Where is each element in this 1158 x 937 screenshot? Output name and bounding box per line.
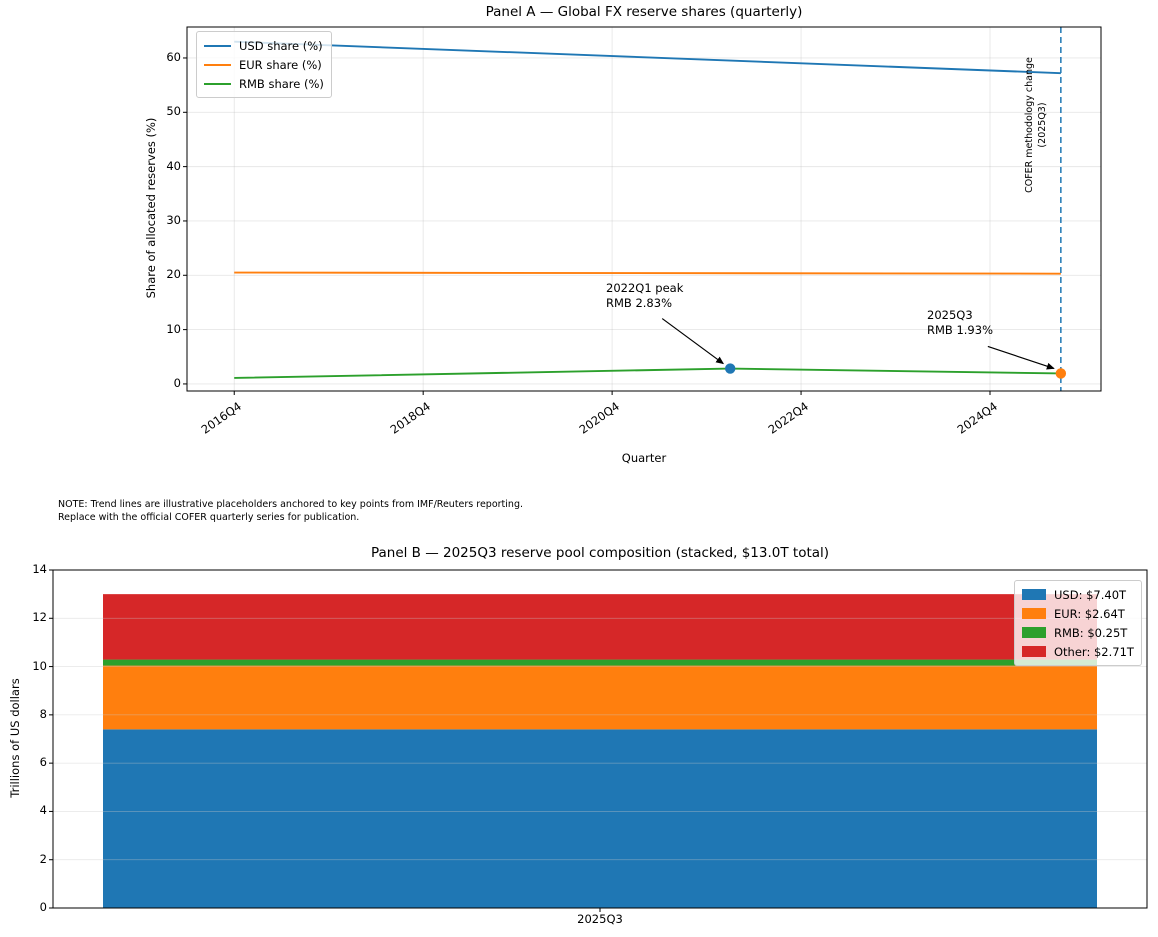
annotation-line: RMB 2.83% <box>606 295 672 310</box>
legend-label: Other: $2.71T <box>1054 644 1134 659</box>
panel-b-ytick-label: 10 <box>32 658 47 673</box>
legend-line-swatch <box>204 82 231 85</box>
annotation-arrow <box>661 318 725 365</box>
legend-patch-swatch <box>1022 646 1046 657</box>
legend-item: USD share (%) <box>204 36 324 55</box>
legend-label: USD: $7.40T <box>1054 587 1127 602</box>
bar-segment <box>103 729 1097 908</box>
legend-label: USD share (%) <box>239 38 323 53</box>
legend-line-swatch <box>204 44 231 47</box>
legend-patch-swatch <box>1022 627 1046 638</box>
series-line <box>234 367 1061 379</box>
axes-frame <box>186 26 1102 392</box>
panel-b-ytick-label: 14 <box>32 562 47 576</box>
panel-b-xtick-label: 2025Q3 <box>577 912 623 926</box>
legend-item: EUR: $2.64T <box>1022 604 1134 623</box>
legend-item: RMB: $0.25T <box>1022 623 1134 642</box>
vline-label-line: COFER methodology change <box>1024 57 1035 193</box>
annotation-line: 2022Q1 peak <box>606 281 684 295</box>
panel-b-title: Panel B — 2025Q3 reserve pool compositio… <box>370 545 830 561</box>
panel-b-ytick-label: 12 <box>32 610 47 625</box>
panel-b-ytick-label: 0 <box>39 900 47 914</box>
annotation-2025q3: 2025Q3 RMB 1.93% <box>927 308 993 337</box>
panel-a-plot <box>183 26 1102 395</box>
panel-a-ytick-label: 50 <box>166 104 181 119</box>
bar-segment <box>103 665 1097 730</box>
note-line-1: NOTE: Trend lines are illustrative place… <box>58 499 523 510</box>
series-line <box>234 271 1061 275</box>
legend-label: RMB: $0.25T <box>1054 625 1128 640</box>
note-line-2: Replace with the official COFER quarterl… <box>58 511 360 523</box>
panel-a-title: Panel A — Global FX reserve shares (quar… <box>485 4 803 20</box>
panel-a: Panel A — Global FX reserve shares (quar… <box>144 4 1102 465</box>
bar-segment <box>103 594 1097 660</box>
panel-a-ylabel: Share of allocated reserves (%) <box>144 117 158 299</box>
legend-label: RMB share (%) <box>239 76 324 91</box>
panel-b: Panel B — 2025Q3 reserve pool compositio… <box>0 540 1158 937</box>
bar-segment <box>103 659 1097 666</box>
data-point-marker <box>725 363 736 374</box>
panel-a-ytick-label: 10 <box>166 321 181 336</box>
panel-b-legend: USD: $7.40T EUR: $2.64T RMB: $0.25T Other: … <box>1014 580 1142 666</box>
annotation-2022q1-peak: 2022Q1 peak RMB 2.83% <box>606 281 683 310</box>
panel-a-ytick-label: 60 <box>166 49 181 64</box>
note-text: NOTE: Trend lines are illustrative place… <box>58 499 523 524</box>
cofer-vline-label: COFER methodology change (2025Q3) <box>1023 35 1049 215</box>
legend-item: RMB share (%) <box>204 74 324 93</box>
annotation-arrow <box>987 345 1055 370</box>
data-point-marker <box>1055 368 1067 379</box>
legend-line-swatch <box>204 63 231 66</box>
panel-b-ytick-label: 4 <box>39 803 47 818</box>
annotation-line: RMB 1.93% <box>927 322 993 337</box>
legend-label: EUR: $2.64T <box>1054 606 1125 621</box>
panel-b-ytick-label: 2 <box>39 851 47 866</box>
panel-a-ytick-label: 20 <box>166 267 181 282</box>
panel-a-ytick-label: 40 <box>166 158 181 173</box>
annotation-line: 2025Q3 <box>927 308 973 322</box>
panel-a-xlabel: Quarter <box>621 451 667 465</box>
panel-b-ytick-label: 8 <box>39 706 47 721</box>
legend-item: USD: $7.40T <box>1022 585 1134 604</box>
panel-a-ytick-label: 30 <box>166 212 181 227</box>
legend-item: EUR share (%) <box>204 55 324 74</box>
legend-item: Other: $2.71T <box>1022 642 1134 661</box>
legend-label: EUR share (%) <box>239 57 322 72</box>
panel-a-legend: USD share (%) EUR share (%) RMB share (%) <box>196 31 332 98</box>
panel-a-ytick-label: 0 <box>173 375 181 390</box>
panel-b-plot <box>49 569 1148 912</box>
vline-label-line: (2025Q3) <box>1037 102 1048 148</box>
legend-patch-swatch <box>1022 589 1046 600</box>
legend-patch-swatch <box>1022 608 1046 619</box>
panel-b-ytick-label: 6 <box>39 755 47 770</box>
series-line <box>234 40 1061 75</box>
